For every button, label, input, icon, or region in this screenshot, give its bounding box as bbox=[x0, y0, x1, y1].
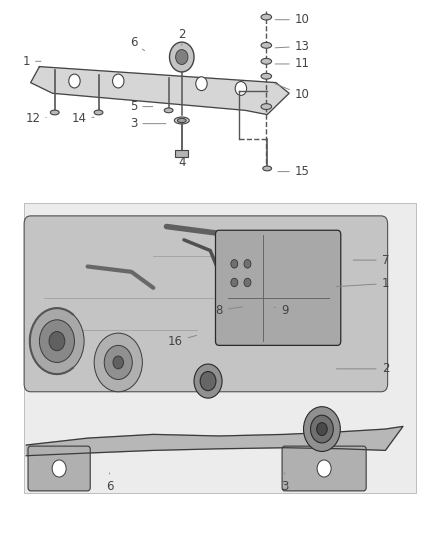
Text: 16: 16 bbox=[168, 335, 197, 348]
Text: 10: 10 bbox=[275, 84, 310, 101]
Circle shape bbox=[317, 460, 331, 477]
Text: 4: 4 bbox=[178, 156, 186, 169]
Circle shape bbox=[113, 356, 124, 369]
Text: 11: 11 bbox=[275, 58, 310, 70]
Circle shape bbox=[176, 50, 188, 64]
FancyBboxPatch shape bbox=[215, 230, 341, 345]
Ellipse shape bbox=[261, 103, 272, 110]
Text: 7: 7 bbox=[353, 254, 389, 266]
FancyBboxPatch shape bbox=[282, 446, 366, 491]
Ellipse shape bbox=[94, 110, 103, 115]
Circle shape bbox=[311, 415, 333, 443]
Circle shape bbox=[30, 308, 84, 374]
Circle shape bbox=[244, 278, 251, 287]
FancyBboxPatch shape bbox=[28, 446, 90, 491]
Text: 3: 3 bbox=[130, 117, 166, 130]
Circle shape bbox=[317, 423, 327, 435]
Circle shape bbox=[94, 333, 142, 392]
Bar bbox=[24, 203, 416, 493]
Circle shape bbox=[244, 260, 251, 268]
Circle shape bbox=[39, 320, 74, 362]
Circle shape bbox=[231, 278, 238, 287]
Polygon shape bbox=[31, 67, 289, 115]
Ellipse shape bbox=[261, 74, 272, 79]
Text: 8: 8 bbox=[215, 304, 243, 317]
Text: 3: 3 bbox=[281, 473, 288, 492]
Circle shape bbox=[104, 345, 132, 379]
Circle shape bbox=[49, 332, 65, 351]
Text: 9: 9 bbox=[274, 304, 289, 317]
Ellipse shape bbox=[261, 59, 272, 64]
Text: 2: 2 bbox=[178, 28, 186, 45]
FancyBboxPatch shape bbox=[175, 150, 188, 157]
Circle shape bbox=[113, 74, 124, 88]
Circle shape bbox=[170, 42, 194, 72]
Text: 12: 12 bbox=[25, 112, 46, 125]
Text: 14: 14 bbox=[71, 112, 94, 125]
Text: 1: 1 bbox=[22, 55, 41, 68]
Ellipse shape bbox=[164, 108, 173, 112]
Ellipse shape bbox=[50, 110, 59, 115]
Ellipse shape bbox=[263, 166, 272, 171]
Text: 15: 15 bbox=[278, 165, 310, 178]
Ellipse shape bbox=[261, 14, 272, 20]
Circle shape bbox=[52, 460, 66, 477]
Text: 1: 1 bbox=[336, 277, 389, 290]
Text: 10: 10 bbox=[275, 13, 310, 26]
Circle shape bbox=[231, 260, 238, 268]
Ellipse shape bbox=[177, 118, 186, 123]
Circle shape bbox=[69, 74, 80, 88]
FancyBboxPatch shape bbox=[24, 216, 388, 392]
Ellipse shape bbox=[174, 117, 189, 124]
Text: 6: 6 bbox=[106, 473, 113, 492]
Polygon shape bbox=[26, 426, 403, 456]
Text: 2: 2 bbox=[336, 362, 389, 375]
Text: 6: 6 bbox=[130, 36, 145, 51]
Circle shape bbox=[304, 407, 340, 451]
Circle shape bbox=[200, 372, 216, 391]
Text: 5: 5 bbox=[130, 100, 153, 113]
Circle shape bbox=[196, 77, 207, 91]
Circle shape bbox=[235, 82, 247, 95]
Text: 13: 13 bbox=[275, 40, 310, 53]
Ellipse shape bbox=[261, 43, 272, 48]
Circle shape bbox=[194, 364, 222, 398]
